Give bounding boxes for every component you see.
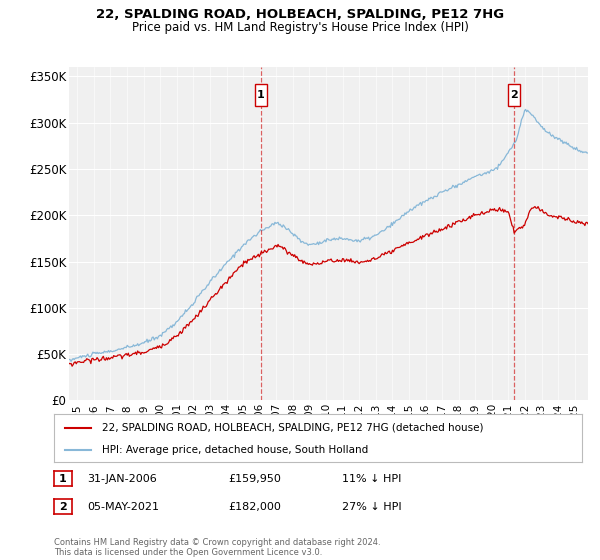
Text: 1: 1 <box>59 474 67 483</box>
Text: 27% ↓ HPI: 27% ↓ HPI <box>342 502 401 512</box>
Text: 05-MAY-2021: 05-MAY-2021 <box>87 502 159 512</box>
Text: 31-JAN-2006: 31-JAN-2006 <box>87 474 157 484</box>
Text: Price paid vs. HM Land Registry's House Price Index (HPI): Price paid vs. HM Land Registry's House … <box>131 21 469 34</box>
Text: 2: 2 <box>59 502 67 511</box>
Text: 22, SPALDING ROAD, HOLBEACH, SPALDING, PE12 7HG (detached house): 22, SPALDING ROAD, HOLBEACH, SPALDING, P… <box>101 423 483 433</box>
FancyBboxPatch shape <box>508 84 520 106</box>
Text: HPI: Average price, detached house, South Holland: HPI: Average price, detached house, Sout… <box>101 445 368 455</box>
Text: 11% ↓ HPI: 11% ↓ HPI <box>342 474 401 484</box>
Text: £182,000: £182,000 <box>228 502 281 512</box>
Text: £159,950: £159,950 <box>228 474 281 484</box>
FancyBboxPatch shape <box>255 84 268 106</box>
Text: Contains HM Land Registry data © Crown copyright and database right 2024.
This d: Contains HM Land Registry data © Crown c… <box>54 538 380 557</box>
Text: 22, SPALDING ROAD, HOLBEACH, SPALDING, PE12 7HG: 22, SPALDING ROAD, HOLBEACH, SPALDING, P… <box>96 8 504 21</box>
Text: 2: 2 <box>510 90 518 100</box>
Text: 1: 1 <box>257 90 265 100</box>
